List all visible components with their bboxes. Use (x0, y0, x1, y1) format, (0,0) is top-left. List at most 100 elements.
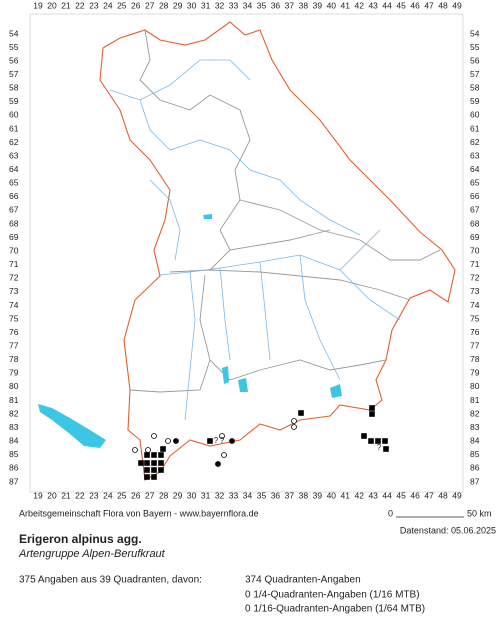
x-grid-label: 37 (285, 490, 295, 500)
x-grid-label: 20 (47, 490, 57, 500)
lake (238, 378, 248, 392)
y-grid-label: 74 (9, 300, 19, 310)
y-grid-label: 77 (470, 340, 480, 350)
y-grid-label: 72 (9, 273, 19, 283)
x-grid-label: 25 (117, 490, 127, 500)
x-grid-label: 33 (229, 490, 239, 500)
x-grid-label: 19 (33, 0, 43, 10)
x-grid-label: 28 (159, 490, 169, 500)
x-grid-label: 47 (424, 490, 434, 500)
scale-end: 50 km (467, 508, 492, 518)
uncertain-marker: ? (220, 436, 225, 445)
x-grid-label: 40 (327, 0, 337, 10)
y-grid-label: 62 (9, 137, 19, 147)
x-grid-label: 38 (299, 0, 309, 10)
occurrence-square (375, 438, 381, 444)
y-grid-label: 86 (470, 463, 480, 473)
uncertain-marker: ? (214, 436, 219, 445)
x-grid-label: 27 (145, 0, 155, 10)
x-grid-label: 33 (229, 0, 239, 10)
occurrence-dot (151, 433, 157, 439)
occurrence-square (369, 411, 375, 417)
y-grid-label: 74 (470, 300, 480, 310)
x-grid-label: 44 (382, 490, 392, 500)
y-grid-label: 59 (9, 96, 19, 106)
y-grid-label: 77 (9, 340, 19, 350)
lake (222, 366, 229, 384)
x-grid-label: 45 (396, 0, 406, 10)
lake (203, 214, 212, 219)
y-grid-label: 58 (470, 83, 480, 93)
x-grid-label: 46 (410, 490, 420, 500)
occurrence-square (144, 452, 150, 458)
x-grid-label: 38 (299, 490, 309, 500)
y-grid-label: 85 (9, 449, 19, 459)
y-grid-label: 81 (9, 395, 19, 405)
y-grid-label: 87 (470, 476, 480, 486)
x-grid-label: 23 (89, 490, 99, 500)
x-grid-label: 26 (131, 490, 141, 500)
occurrence-square (158, 467, 164, 473)
lake (330, 384, 342, 398)
y-grid-label: 55 (9, 42, 19, 52)
x-grid-label: 20 (47, 0, 57, 10)
x-grid-label: 24 (103, 490, 113, 500)
occurrence-dot (221, 452, 227, 458)
y-grid-label: 62 (470, 137, 480, 147)
x-grid-label: 25 (117, 0, 127, 10)
occurrence-dot (165, 438, 171, 444)
y-grid-label: 63 (9, 150, 19, 160)
occurrence-square (158, 452, 164, 458)
y-grid-label: 73 (9, 286, 19, 296)
summary: 375 Angaben aus 39 Quadranten, davon: (19, 575, 202, 586)
y-grid-label: 67 (470, 205, 480, 215)
y-grid-label: 82 (9, 408, 19, 418)
y-grid-label: 70 (9, 245, 19, 255)
x-grid-label: 19 (33, 490, 43, 500)
y-grid-label: 68 (470, 218, 480, 228)
y-grid-label: 83 (470, 422, 480, 432)
credits: Arbeitsgemeinschaft Flora von Bayern - w… (19, 508, 259, 518)
x-grid-label: 30 (187, 0, 197, 10)
x-grid-label: 22 (75, 490, 85, 500)
y-grid-label: 54 (470, 28, 480, 38)
x-grid-label: 42 (354, 0, 364, 10)
x-grid-label: 32 (215, 490, 225, 500)
rivers (109, 59, 401, 421)
occurrence-dot (291, 418, 297, 424)
occurrence-square (368, 438, 374, 444)
x-grid-label: 43 (368, 490, 378, 500)
uncertain-marker: ? (377, 443, 382, 452)
y-grid-label: 86 (9, 463, 19, 473)
occurrence-markers: ??? (132, 405, 389, 480)
x-grid-label: 47 (424, 0, 434, 10)
y-grid-label: 80 (470, 381, 480, 391)
x-grid-label: 49 (452, 0, 462, 10)
occurrence-square (382, 438, 388, 444)
y-grid-label: 76 (9, 327, 19, 337)
x-grid-label: 28 (159, 0, 169, 10)
occurrence-square (158, 460, 164, 466)
y-grid-label: 76 (470, 327, 480, 337)
y-grid-label: 61 (9, 123, 19, 133)
y-grid-label: 81 (470, 395, 480, 405)
y-grid-label: 65 (9, 178, 19, 188)
y-grid-label: 75 (9, 313, 19, 323)
date: Datenstand: 05.06.2025 (400, 525, 496, 535)
y-grid-label: 58 (9, 83, 19, 93)
occurrence-square (151, 452, 157, 458)
y-grid-label: 55 (470, 42, 480, 52)
occurrence-square (151, 467, 157, 473)
x-grid-label: 36 (271, 490, 281, 500)
occurrence-dot (215, 461, 221, 467)
x-grid-label: 21 (61, 0, 71, 10)
occurrence-dot (145, 447, 151, 453)
x-grid-label: 29 (173, 490, 183, 500)
x-grid-label: 31 (201, 0, 211, 10)
y-grid-label: 87 (9, 476, 19, 486)
y-grid-label: 69 (9, 232, 19, 242)
y-grid-label: 54 (9, 28, 19, 38)
x-grid-label: 39 (313, 0, 323, 10)
map-frame (29, 13, 464, 493)
occurrence-dot (229, 438, 235, 444)
